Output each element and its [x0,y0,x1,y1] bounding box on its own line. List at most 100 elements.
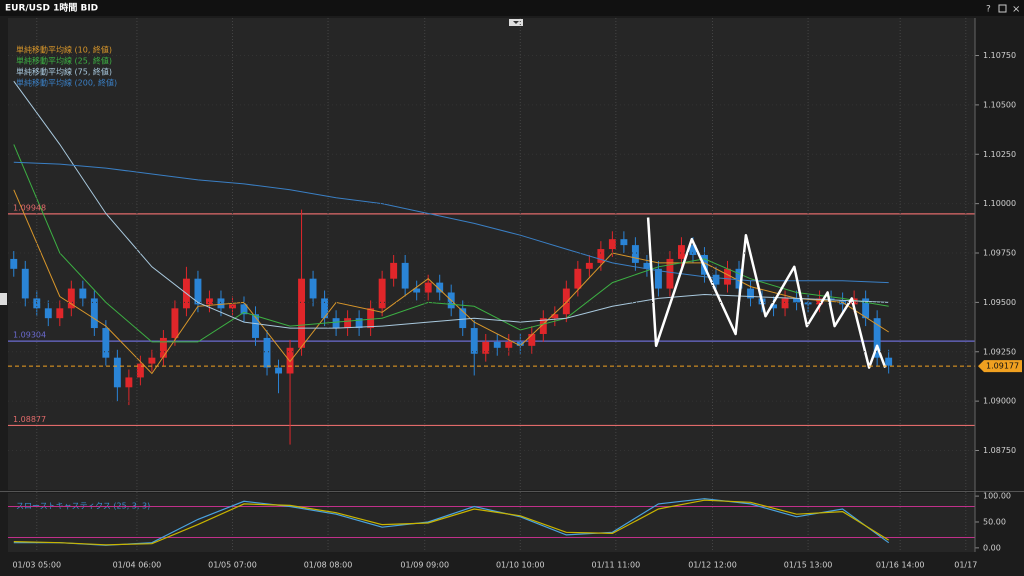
candle-body [816,298,824,305]
candle-body [275,367,282,374]
candle-body [286,347,294,374]
candle-body [597,249,605,263]
candle-body [436,282,444,293]
candle-body [873,318,881,358]
candle-body [401,262,409,289]
candle-body [781,298,789,309]
y-tick-label: 100.00 [983,492,1011,501]
x-tick-label: 01/08 08:00 [304,561,353,570]
candle-body [309,278,317,299]
candle-body [631,245,639,263]
collapse-icon [513,21,519,24]
candle-body [355,318,363,329]
candle-body [79,288,87,299]
candle-body [332,318,340,329]
candle-body [482,341,490,354]
legend-entry: 単純移動平均線 (75, 終値) [16,67,112,77]
y-tick-label: 1.08750 [983,446,1016,455]
candle-body [528,333,536,346]
candle-body [424,282,432,293]
candle-body [712,274,720,285]
y-tick-label: 1.10500 [983,100,1016,109]
candle-body [747,288,754,299]
candle-body [378,278,386,309]
moving-average [13,189,889,375]
candle-body [194,278,202,305]
candle-body [56,308,64,319]
candle-body [113,357,121,388]
candle-body [10,258,18,269]
legend-entry: 単純移動平均線 (200, 終値) [16,78,117,88]
candle-body [321,298,329,319]
legend-entry: 単純移動平均線 (25, 終値) [16,56,112,66]
candle-body [67,288,75,309]
window-title: EUR/USD 1時間 BID [5,2,98,14]
level-label: 1.08877 [13,415,46,424]
indicator-plot-bg [8,493,975,552]
plot-area [8,498,975,546]
candle-body [770,304,777,309]
candle-body [136,363,144,378]
candle-body [539,318,547,334]
candle-body [620,239,628,246]
candle-body [551,314,559,319]
y-tick-label: 1.10000 [983,199,1016,208]
candle-body [643,262,651,269]
level-label: 1.09948 [13,203,46,212]
main-plot-bg [8,18,975,490]
y-tick-label: 1.09750 [983,249,1016,258]
x-tick-label: 01/05 07:00 [208,561,257,570]
candle-body [44,308,52,319]
candle-body [263,337,271,368]
x-tick-label: 01/09 09:00 [400,561,449,570]
close-button[interactable]: × [1012,4,1020,15]
candle-body [516,341,524,346]
candle-body [159,337,167,358]
candle-body [654,268,662,289]
y-tick-label: 1.09250 [983,347,1016,356]
candle-body [217,298,225,309]
level-label: 1.09304 [13,331,46,340]
current-price-label: 1.09177 [986,362,1019,371]
x-tick-label: 01/10 10:00 [496,561,545,570]
x-tick-label: 01/12 12:00 [688,561,737,570]
candle-body [298,278,306,348]
x-tick-label: 01/15 13:00 [784,561,833,570]
maximize-button[interactable] [998,4,1007,13]
y-tick-label: 1.09000 [983,397,1016,406]
help-button[interactable]: ? [986,5,991,15]
candle-body [666,258,674,289]
candle-body [240,304,248,315]
candle-body [21,268,29,299]
candle-body [125,377,133,388]
candle-body [367,308,375,329]
candle-body [885,357,893,366]
x-tick-label: 01/17 [954,561,977,570]
candle-body [574,268,582,289]
zigzag-drawing [646,217,887,369]
candle-body [793,298,801,303]
candle-body [493,341,501,348]
side-handle[interactable] [0,293,7,305]
candle-body [677,245,685,259]
candle-body [459,308,467,329]
y-tick-label: 1.10250 [983,150,1016,159]
y-tick-label: 1.10750 [983,51,1016,60]
current-price-box [978,360,1022,373]
y-tick-label: 1.09500 [983,298,1016,307]
candle-body [344,318,352,329]
candle-body [171,308,179,338]
x-tick-label: 01/11 11:00 [592,561,641,570]
candle-body [90,298,98,329]
moving-average [13,161,889,284]
indicator-line [13,498,890,546]
candle-body [148,357,156,364]
candle-body [102,328,110,358]
candle-body [724,268,731,285]
title-bar [0,0,1024,16]
candle-body [689,245,697,255]
candle-body [505,341,513,348]
y-tick-label: 0.00 [983,543,1001,552]
candle-body [390,262,398,279]
x-tick-label: 01/16 14:00 [876,561,925,570]
